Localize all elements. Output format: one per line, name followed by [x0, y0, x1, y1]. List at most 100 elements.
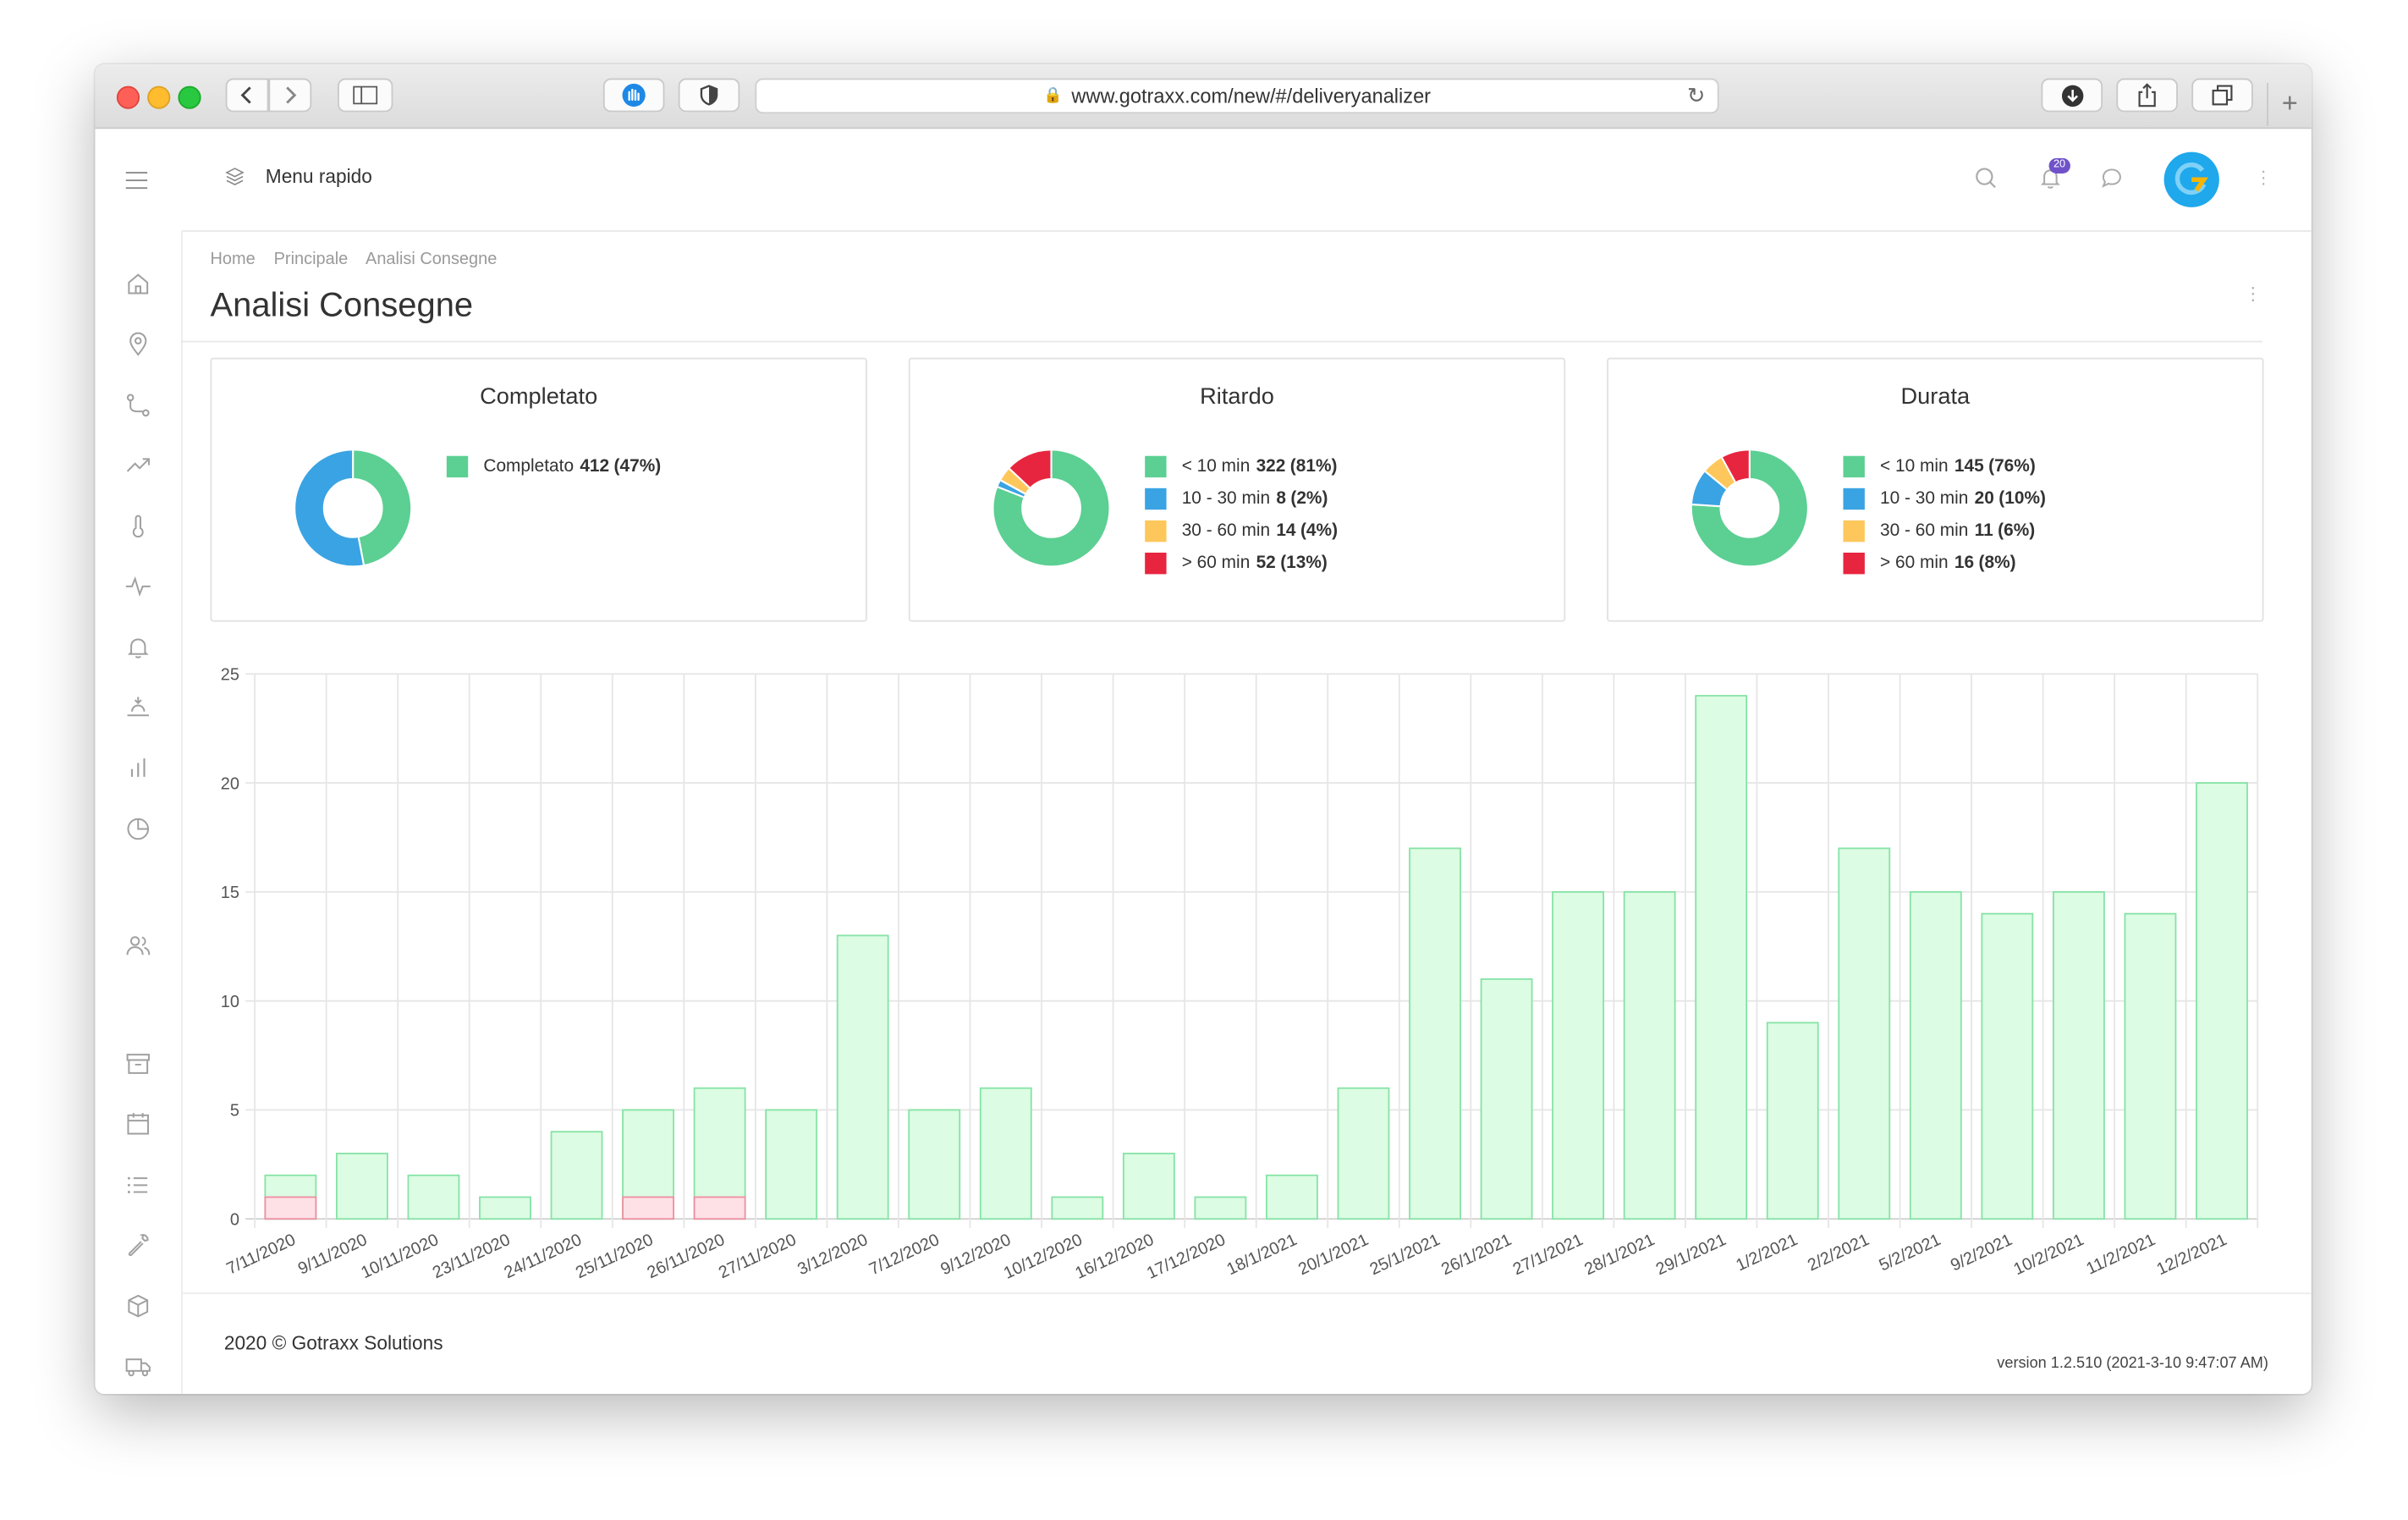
donut-chart — [295, 450, 411, 566]
sunset-icon[interactable] — [124, 694, 152, 722]
bar-series-1[interactable] — [264, 1196, 317, 1220]
legend-count: 322 — [1256, 456, 1286, 476]
bar-series-0[interactable] — [1623, 890, 1676, 1220]
home-icon[interactable] — [124, 270, 152, 298]
legend-item[interactable]: 10 - 30 min 20 (10%) — [1843, 482, 2046, 515]
bar-series-0[interactable] — [335, 1153, 388, 1220]
legend-item[interactable]: 30 - 60 min 11 (6%) — [1843, 515, 2045, 547]
legend-item[interactable]: 30 - 60 min 14 (4%) — [1145, 515, 1338, 547]
hamburger-menu-icon[interactable] — [125, 172, 148, 195]
extension-button[interactable] — [602, 78, 665, 113]
x-tick-label: 27/11/2020 — [716, 1231, 799, 1282]
legend-item[interactable]: < 10 min 322 (81%) — [1145, 449, 1338, 482]
bar-series-0[interactable] — [765, 1109, 818, 1220]
bar-series-0[interactable] — [1695, 695, 1748, 1220]
new-tab-button[interactable]: + — [2267, 82, 2312, 126]
browser-window: 🔒 www.gotraxx.com/new/#/deliveryanalizer… — [95, 64, 2312, 1395]
list-icon[interactable] — [124, 1171, 152, 1199]
avatar[interactable] — [2163, 151, 2219, 207]
bar-series-0[interactable] — [407, 1174, 460, 1220]
page-options-icon[interactable]: · · · — [2250, 276, 2257, 311]
box-icon[interactable] — [124, 1292, 152, 1320]
legend-item[interactable]: > 60 min 16 (8%) — [1843, 547, 2045, 579]
legend-swatch — [1145, 454, 1167, 477]
bar-series-0[interactable] — [836, 934, 889, 1220]
breadcrumb-principale[interactable]: Principale — [273, 250, 349, 269]
zoom-window-button[interactable] — [178, 85, 201, 109]
slice-separator — [1000, 479, 1026, 495]
trending-up-icon[interactable] — [124, 451, 152, 479]
thermometer-icon[interactable] — [124, 513, 152, 541]
route-icon[interactable] — [124, 392, 152, 420]
bar-series-0[interactable] — [1838, 847, 1891, 1220]
legend-label: < 10 min — [1880, 456, 1949, 476]
legend-label: 30 - 60 min — [1181, 520, 1271, 540]
kebab-menu-icon[interactable]: · · · — [2260, 162, 2267, 194]
legend-percent: (10%) — [1998, 488, 2046, 508]
reload-icon[interactable]: ↻ — [1686, 82, 1706, 107]
x-tick-label: 16/12/2020 — [1072, 1231, 1157, 1283]
bar-series-1[interactable] — [622, 1196, 675, 1220]
pie-chart-icon[interactable] — [124, 815, 152, 843]
layers-icon — [225, 168, 245, 186]
legend-item[interactable]: 10 - 30 min 8 (2%) — [1145, 482, 1338, 515]
minimize-window-button[interactable] — [147, 85, 171, 109]
x-tick-label: 26/1/2021 — [1438, 1231, 1515, 1279]
bar-series-0[interactable] — [1409, 847, 1461, 1220]
legend-count: 16 — [1954, 553, 1975, 572]
users-icon[interactable] — [124, 932, 152, 960]
bar-series-1[interactable] — [693, 1196, 746, 1220]
page-title: Analisi Consegne — [210, 285, 474, 324]
location-pin-icon[interactable] — [124, 330, 152, 358]
browser-toolbar: 🔒 www.gotraxx.com/new/#/deliveryanalizer… — [95, 64, 2312, 129]
tabs-overview-button[interactable] — [2191, 78, 2253, 113]
legend-label: > 60 min — [1181, 553, 1251, 572]
bar-series-0[interactable] — [550, 1131, 603, 1220]
legend-item[interactable]: Completato 412 (47%) — [446, 449, 661, 482]
legend-item[interactable]: < 10 min 145 (76%) — [1843, 449, 2045, 482]
bar-series-0[interactable] — [2052, 890, 2105, 1220]
downloads-button[interactable] — [2041, 78, 2103, 113]
bar-series-0[interactable] — [2196, 782, 2248, 1220]
sidebar-toggle-button[interactable] — [338, 78, 393, 113]
chat-icon[interactable] — [2099, 166, 2124, 190]
archive-icon[interactable] — [124, 1050, 152, 1078]
bar-series-0[interactable] — [1051, 1196, 1104, 1220]
truck-icon[interactable] — [124, 1352, 152, 1380]
bar-series-0[interactable] — [1337, 1087, 1390, 1220]
share-button[interactable] — [2116, 78, 2178, 113]
legend-label: 30 - 60 min — [1880, 520, 1969, 540]
bar-series-0[interactable] — [1981, 912, 2034, 1220]
close-window-button[interactable] — [116, 85, 140, 109]
bar-series-0[interactable] — [479, 1196, 531, 1220]
version-info: version 1.2.510 (2021-3-10 9:47:07 AM) — [1997, 1355, 2268, 1373]
x-tick-label: 28/1/2021 — [1581, 1231, 1658, 1279]
bar-series-0[interactable] — [1766, 1022, 1819, 1220]
search-icon[interactable] — [1974, 166, 1998, 190]
bar-series-0[interactable] — [908, 1109, 961, 1220]
app-header: Menu rapido — [95, 129, 2312, 232]
bar-series-0[interactable] — [979, 1087, 1032, 1220]
address-bar[interactable]: 🔒 www.gotraxx.com/new/#/deliveryanalizer… — [755, 78, 1719, 114]
privacy-button[interactable] — [678, 78, 740, 113]
activity-icon[interactable] — [124, 573, 152, 601]
bell-outline-icon[interactable] — [124, 634, 152, 662]
back-button[interactable] — [225, 78, 269, 113]
wrench-icon[interactable] — [124, 1231, 152, 1259]
bar-series-0[interactable] — [2124, 912, 2177, 1220]
bar-series-0[interactable] — [1194, 1196, 1247, 1220]
x-tick-label: 7/12/2020 — [866, 1231, 943, 1279]
bar-series-0[interactable] — [1480, 978, 1533, 1220]
bar-series-0[interactable] — [1266, 1174, 1318, 1220]
bar-chart-icon[interactable] — [124, 754, 152, 782]
quick-menu-button[interactable]: Menu rapido — [224, 166, 372, 187]
breadcrumb-home[interactable]: Home — [210, 250, 256, 269]
gotraxx-logo-icon — [2174, 162, 2209, 196]
bar-series-0[interactable] — [1909, 890, 1962, 1220]
bar-series-0[interactable] — [1552, 890, 1605, 1220]
forward-button[interactable] — [268, 78, 312, 113]
legend-item[interactable]: > 60 min 52 (13%) — [1145, 547, 1338, 579]
calendar-icon[interactable] — [124, 1110, 152, 1137]
bar-series-0[interactable] — [1122, 1153, 1175, 1220]
breadcrumb-current: Analisi Consegne — [366, 250, 498, 269]
